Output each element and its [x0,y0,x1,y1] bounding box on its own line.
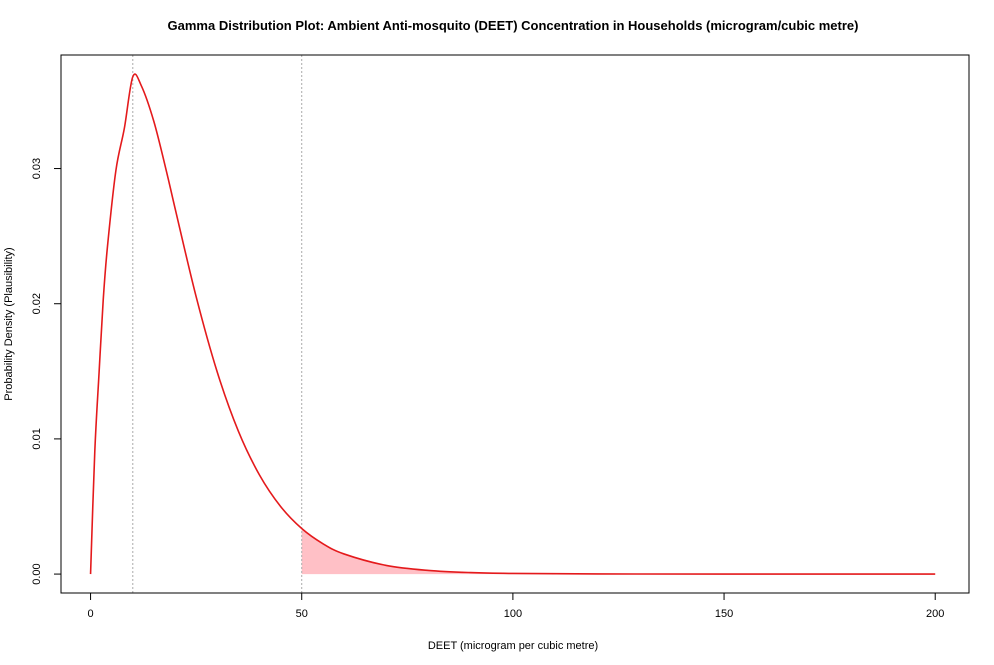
plot-frame [60,54,970,594]
y-tick-label: 0.02 [31,293,43,314]
plot-area [89,55,936,593]
x-tick-label: 150 [715,608,733,620]
shaded-tail-region [301,528,936,575]
x-tick-label: 0 [88,608,94,620]
x-tick-label: 200 [926,608,944,620]
y-tick-label: 0.00 [31,563,43,584]
x-axis: 0 50 100 150 200 [88,592,944,620]
x-tick-label: 50 [296,608,308,620]
chart-title: Gamma Distribution Plot: Ambient Anti-mo… [168,18,859,33]
y-tick-label: 0.01 [31,428,43,449]
y-axis-label: Probability Density (Plausibility) [3,247,15,400]
x-axis-label: DEET (microgram per cubic metre) [428,640,598,652]
x-tick-label: 100 [504,608,522,620]
y-axis: 0.00 0.01 0.02 0.03 [31,158,62,585]
density-curve [89,73,936,575]
y-tick-label: 0.03 [31,158,43,179]
